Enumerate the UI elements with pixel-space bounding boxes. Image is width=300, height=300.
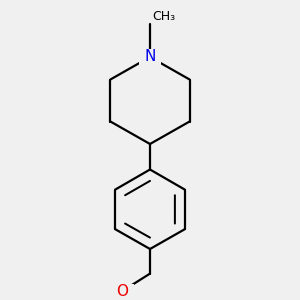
- FancyBboxPatch shape: [111, 284, 134, 298]
- Text: O: O: [116, 284, 128, 298]
- Text: N: N: [144, 50, 156, 64]
- Text: CH₃: CH₃: [152, 10, 176, 22]
- FancyBboxPatch shape: [139, 50, 161, 64]
